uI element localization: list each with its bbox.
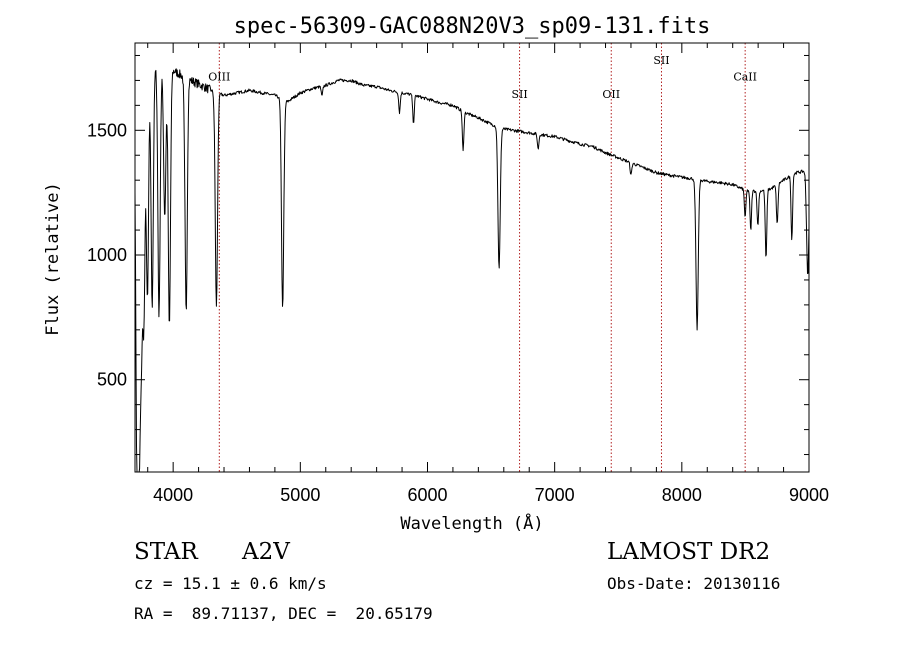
x-tick-label: 6000 xyxy=(407,485,447,505)
feature-label: CaII xyxy=(733,70,757,83)
x-tick-label: 7000 xyxy=(535,485,575,505)
spectral-subclass-label: A2V xyxy=(242,539,290,565)
x-tick-label: 8000 xyxy=(662,485,702,505)
chart-title: spec-56309-GAC088N20V3_sp09-131.fits xyxy=(234,14,711,39)
y-tick-label: 500 xyxy=(97,370,127,390)
coordinates-readout: RA = 89.71137, DEC = 20.65179 xyxy=(134,604,433,623)
object-class-label: STAR xyxy=(134,539,198,565)
spectrum-series xyxy=(134,68,810,473)
x-axis-label: Wavelength (Å) xyxy=(400,512,543,534)
redshift-readout: cz = 15.1 ± 0.6 km/s xyxy=(134,574,327,593)
plot-frame xyxy=(134,42,810,473)
feature-label: SII xyxy=(511,88,527,101)
observation-date-readout: Obs-Date: 20130116 xyxy=(607,574,781,593)
plot-area: 4000 5000 6000 7000 8000 9000 500 1000 1500 OIII S… xyxy=(87,42,829,505)
x-tick-label: 5000 xyxy=(280,485,320,505)
feature-label: SII xyxy=(653,54,669,67)
y-tick-label: 1000 xyxy=(87,245,127,265)
y-axis-label: Flux (relative) xyxy=(43,182,63,336)
feature-label: OII xyxy=(602,88,620,101)
x-tick-label: 9000 xyxy=(789,485,829,505)
x-tick-label: 4000 xyxy=(153,485,193,505)
y-tick-label: 1500 xyxy=(87,120,127,140)
survey-label: LAMOST DR2 xyxy=(607,539,771,565)
feature-label: OIII xyxy=(208,70,230,83)
